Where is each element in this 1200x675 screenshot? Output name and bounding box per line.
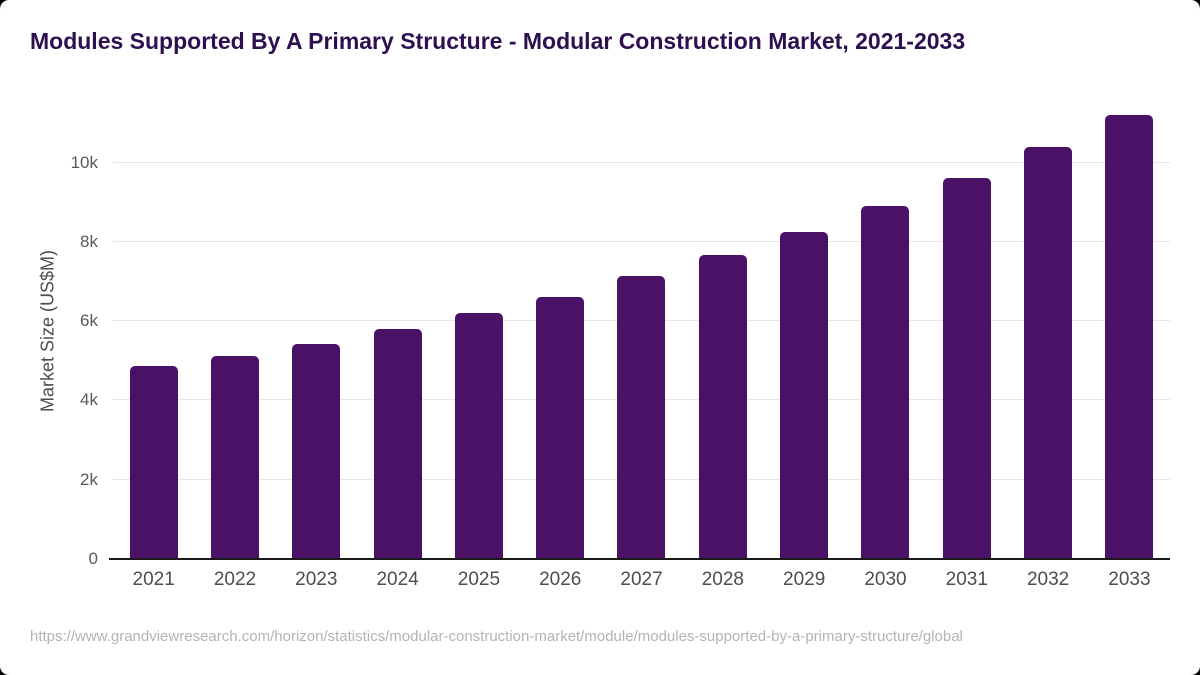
x-tick-label: 2025 (457, 569, 501, 590)
x-tick-label: 2022 (213, 569, 257, 590)
x-tick-label: 2029 (783, 569, 826, 590)
bar-2025[interactable] (454, 313, 503, 559)
bar-2029[interactable] (780, 231, 829, 559)
chart-title: Modules Supported By A Primary Structure… (30, 28, 966, 54)
y-tick-label: 0 (88, 549, 98, 568)
source-url: https://www.grandviewresearch.com/horizo… (30, 628, 963, 645)
x-tick-label: 2030 (864, 569, 907, 590)
y-tick-label: 4k (80, 390, 98, 410)
bar-2024[interactable] (373, 329, 422, 559)
x-tick-label: 2023 (295, 569, 338, 590)
y-tick-label: 10k (70, 152, 98, 172)
bar-2026[interactable] (536, 296, 585, 559)
bar-2031[interactable] (942, 177, 991, 559)
gridline (113, 161, 1170, 163)
x-tick-label: 2028 (701, 569, 744, 590)
bar-2022[interactable] (210, 356, 259, 559)
y-tick-label: 2k (80, 469, 98, 489)
x-axis-line (109, 558, 1170, 560)
y-tick-label: 8k (80, 231, 98, 251)
plot-area (109, 103, 1170, 560)
x-tick-label: 2027 (620, 569, 663, 590)
gridline (113, 240, 1170, 242)
bar-2027[interactable] (617, 275, 666, 559)
x-axis-labels: 2021 2022 2023 2024 2025 2026 2027 2028 2029 2030… (113, 568, 1170, 592)
bar-2021[interactable] (129, 366, 178, 559)
y-tick-label: 6k (80, 311, 98, 331)
bar-2023[interactable] (292, 344, 341, 559)
y-axis-ticks: 0 2k 4k 6k 8k 10k (0, 103, 105, 569)
x-tick-label: 2032 (1026, 569, 1070, 590)
x-tick-label: 2031 (945, 569, 988, 590)
x-tick-label: 2026 (539, 569, 582, 590)
bar-2032[interactable] (1023, 146, 1072, 559)
x-tick-label: 2021 (132, 569, 175, 590)
bar-2028[interactable] (698, 254, 747, 559)
x-tick-label: 2024 (376, 569, 419, 590)
bar-2033[interactable] (1105, 114, 1154, 559)
bar-series (113, 103, 1170, 559)
x-tick-label: 2033 (1108, 569, 1151, 590)
bar-2030[interactable] (861, 206, 910, 559)
